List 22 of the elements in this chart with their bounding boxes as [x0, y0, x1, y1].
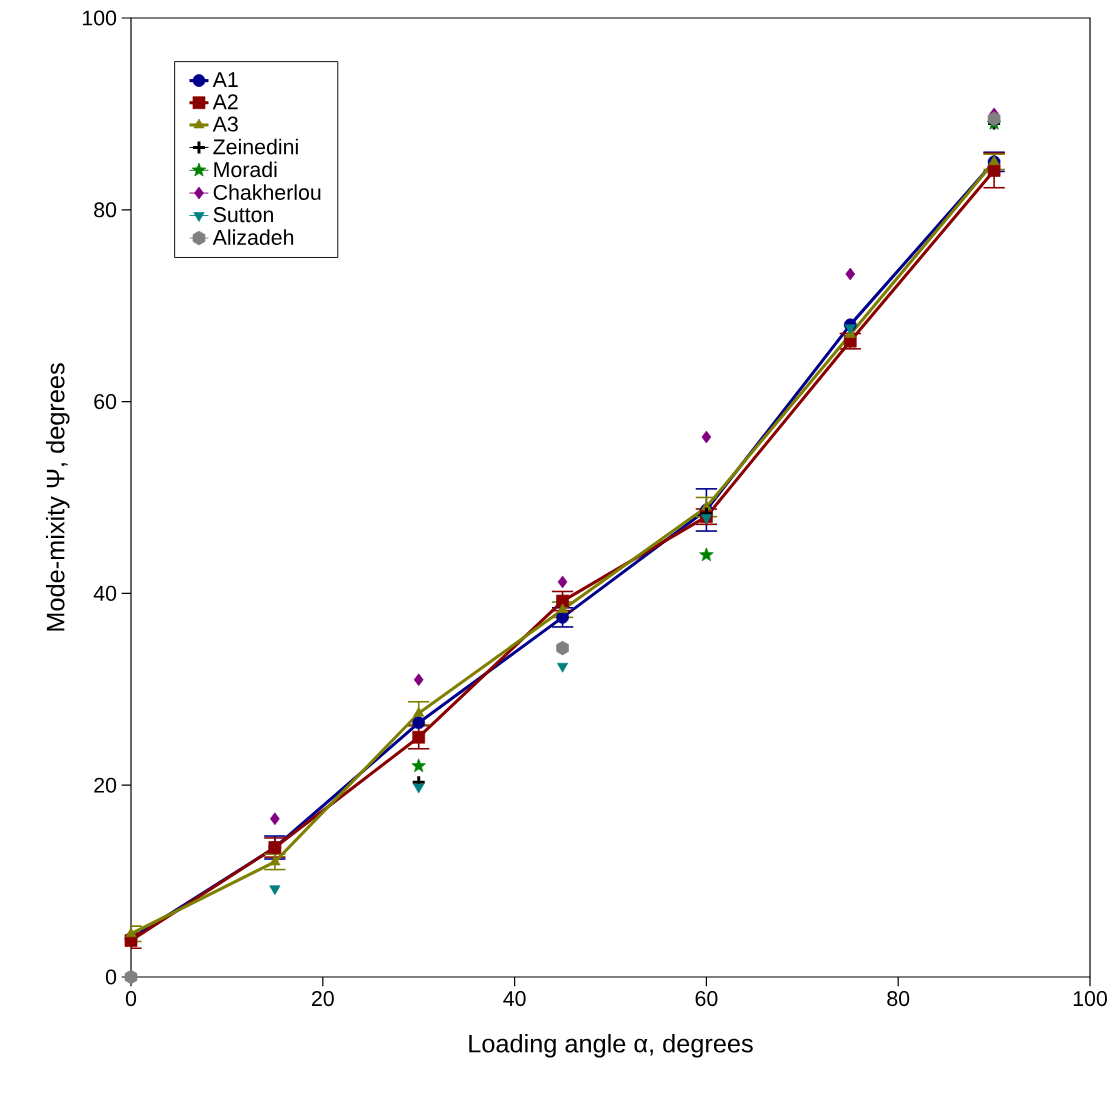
y-tick-label: 60	[94, 394, 117, 410]
x-tick-label: 100	[1073, 991, 1107, 1007]
legend-label: A3	[212, 116, 238, 132]
y-tick-label: 100	[83, 10, 117, 26]
x-tick-label: 60	[695, 991, 718, 1007]
x-axis-title: Loading angle α, degrees	[469, 1033, 753, 1058]
legend-label: Chakherlou	[213, 184, 321, 200]
y-tick-label: 20	[94, 777, 117, 793]
y-tick-label: 0	[105, 969, 117, 985]
y-tick-label: 80	[94, 202, 117, 218]
x-tick-label: 20	[312, 991, 334, 1007]
y-tick-label: 40	[93, 585, 117, 601]
legend-label: Sutton	[213, 207, 273, 223]
legend-label: Moradi	[214, 161, 277, 178]
legend-label: Zeinedini	[213, 138, 298, 155]
legend-label: Alizadeh	[212, 229, 294, 246]
legend-label: A1	[212, 72, 238, 87]
x-tick-label: 80	[887, 991, 910, 1007]
x-tick-label: 40	[503, 991, 526, 1007]
legend-label: A2	[212, 94, 238, 110]
x-tick-label: 0	[125, 991, 137, 1007]
y-axis-title: Mode-mixity Ψ, degrees	[45, 363, 70, 631]
